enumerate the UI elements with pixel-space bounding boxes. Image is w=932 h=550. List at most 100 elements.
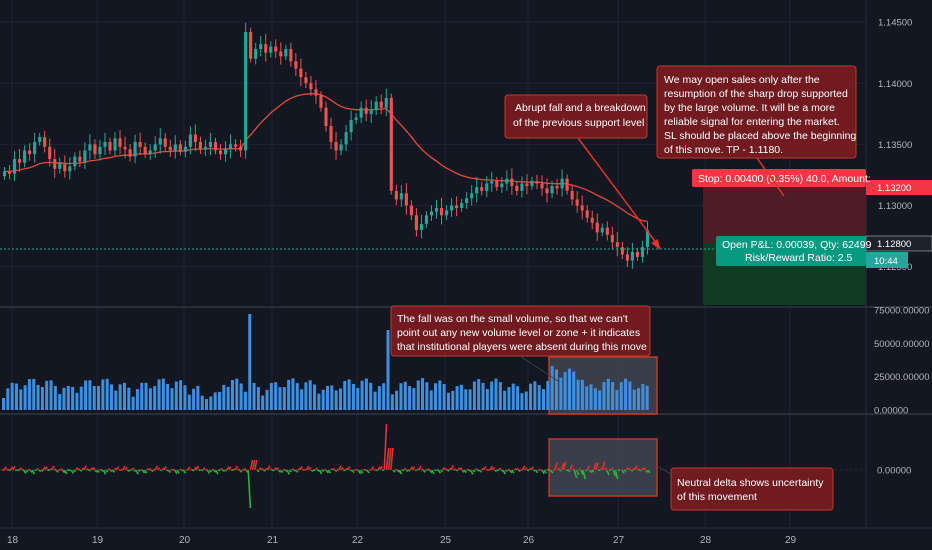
- delta-segment: [325, 469, 329, 474]
- delta-segment: [70, 469, 74, 474]
- volume-bar: [377, 386, 381, 410]
- delta-segment: [521, 465, 526, 471]
- delta-segment: [588, 469, 593, 474]
- delta-segment: [27, 468, 31, 471]
- annotation-open-sales[interactable]: We may open sales only after the resumpt…: [656, 65, 857, 159]
- delta-segment: [131, 467, 135, 471]
- candle-body: [108, 141, 112, 151]
- candle-body: [369, 110, 373, 114]
- candle-body: [590, 217, 594, 223]
- date-tick-label: 25: [440, 535, 452, 546]
- delta-segment: [338, 465, 342, 471]
- candle-body: [93, 144, 97, 155]
- candle-body: [123, 146, 127, 150]
- pnl-info-box[interactable]: [716, 236, 866, 266]
- candle-body: [460, 203, 464, 208]
- delta-segment: [314, 467, 318, 471]
- volume-bar: [494, 378, 498, 410]
- volume-bar: [110, 384, 114, 410]
- delta-segment: [105, 469, 109, 473]
- delta-segment: [407, 469, 411, 472]
- delta-segment: [94, 469, 98, 473]
- volume-bar: [32, 378, 36, 410]
- delta-segment: [638, 469, 642, 472]
- delta-segment: [321, 469, 325, 472]
- delta-segment: [122, 465, 126, 471]
- delta-segment: [61, 469, 66, 474]
- delta-segment: [275, 467, 280, 471]
- stop-info-box[interactable]: [692, 169, 866, 187]
- delta-segment: [280, 469, 284, 474]
- candle-body: [138, 141, 142, 147]
- volume-bar: [524, 391, 528, 410]
- volume-bar: [313, 384, 317, 410]
- time-axis[interactable]: 18 19 20 21 22 25 26 27 28 29: [7, 535, 797, 546]
- candle-body: [495, 181, 499, 188]
- candle-body: [28, 150, 32, 155]
- delta-segment: [208, 469, 213, 473]
- stop-price-tag: [866, 180, 932, 195]
- annotation-small-volume[interactable]: The fall was on the small volume, so tha…: [390, 305, 651, 357]
- volume-bar: [153, 386, 157, 410]
- candle-body: [128, 149, 132, 157]
- delta-segment: [398, 469, 403, 475]
- candle-body: [585, 210, 589, 218]
- delta-segment: [98, 468, 102, 471]
- delta-segment: [228, 466, 232, 471]
- candle-body: [394, 190, 398, 200]
- volume-bar: [148, 388, 152, 410]
- candle-body: [364, 107, 368, 114]
- delta-segment: [88, 469, 91, 472]
- candle-body: [133, 141, 137, 157]
- candle-body: [23, 150, 27, 163]
- annotation-breakdown[interactable]: Abrupt fall and a breakdown of the previ…: [504, 94, 648, 139]
- volume-bar: [200, 395, 204, 410]
- delta-segment: [124, 466, 128, 471]
- volume-bar: [498, 382, 502, 410]
- delta-segment: [234, 465, 239, 471]
- delta-segment: [161, 467, 165, 471]
- volume-bar: [10, 382, 14, 410]
- volume-bar: [386, 330, 390, 410]
- volume-bar: [503, 390, 507, 410]
- delta-segment: [575, 469, 580, 476]
- candle-body: [33, 141, 37, 155]
- volume-scale[interactable]: 75000.00000 50000.00000 25000.00000 0.00000: [874, 306, 929, 417]
- delta-segment: [3, 466, 7, 471]
- delta-segment: [403, 467, 407, 471]
- volume-bar: [511, 383, 515, 410]
- delta-scale[interactable]: 0.00000: [877, 466, 911, 477]
- candle-body: [399, 193, 403, 200]
- candle-body: [168, 146, 172, 151]
- delta-segment: [156, 467, 161, 471]
- delta-segment: [560, 462, 565, 471]
- volume-bar: [192, 388, 196, 410]
- date-tick-label: 18: [7, 535, 19, 546]
- candle-body: [284, 49, 288, 57]
- volume-tick-label: 75000.00000: [874, 306, 929, 317]
- volume-bar: [529, 383, 533, 410]
- delta-segment: [373, 468, 376, 471]
- annotation-breakdown-arrow: [577, 137, 661, 249]
- delta-segment: [541, 469, 545, 475]
- volume-bar: [287, 379, 291, 410]
- annotation-neutral-delta[interactable]: Neutral delta shows uncertainty of this …: [670, 467, 834, 511]
- delta-segment: [18, 466, 23, 471]
- annotation-open-sales-line-2: resumption of the sharp drop supported: [664, 88, 848, 100]
- candle-body: [319, 95, 323, 108]
- annotation-neutral-delta-line-1: Neutral delta shows uncertainty: [677, 477, 824, 489]
- volume-bar: [490, 381, 494, 410]
- volume-bars: [2, 314, 649, 410]
- date-tick-label: 26: [523, 535, 535, 546]
- delta-segment: [494, 469, 498, 473]
- delta-segment: [640, 467, 645, 471]
- candle-body: [48, 146, 52, 160]
- volume-bar: [79, 386, 83, 410]
- delta-segment: [344, 467, 349, 471]
- delta-segment: [461, 469, 465, 473]
- volume-bar: [183, 385, 187, 410]
- volume-tick-label: 0.00000: [874, 406, 908, 417]
- delta-segment: [569, 464, 573, 471]
- delta-segment: [137, 469, 141, 472]
